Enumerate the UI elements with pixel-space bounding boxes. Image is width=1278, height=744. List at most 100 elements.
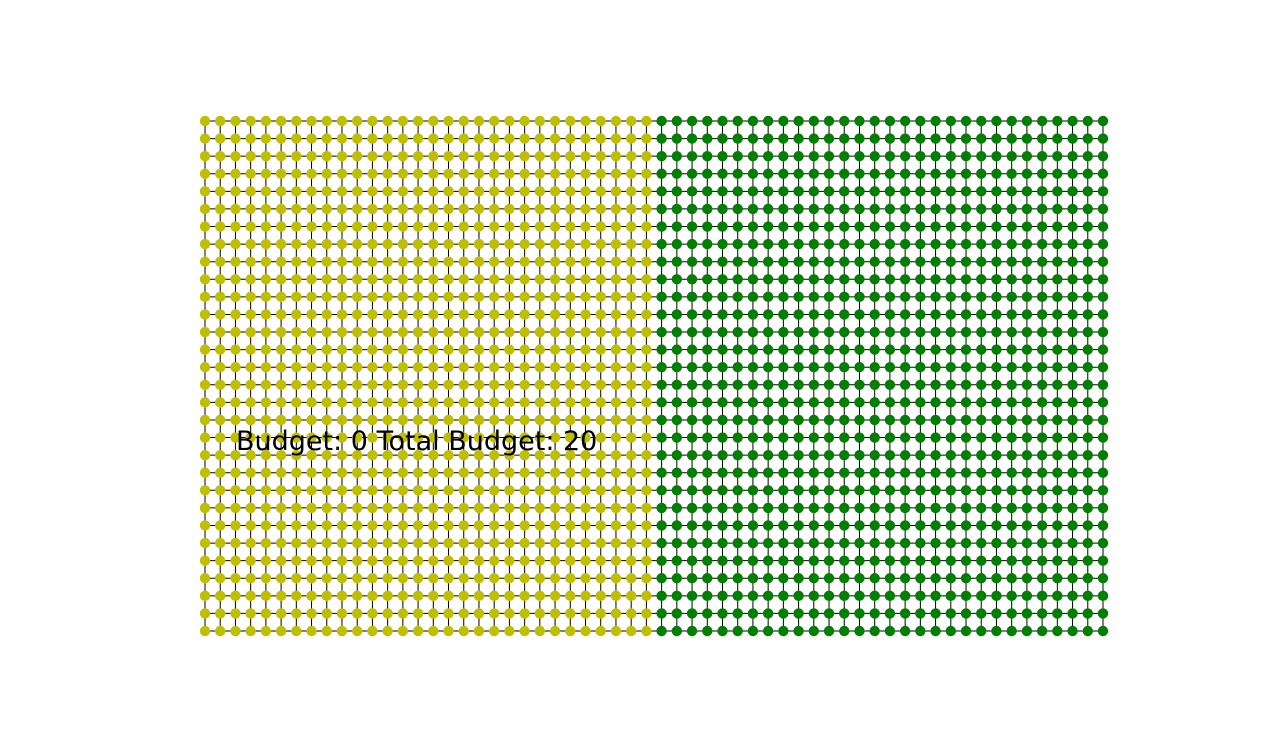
grid-node-green[interactable] bbox=[930, 379, 941, 390]
grid-node-green[interactable] bbox=[808, 309, 820, 320]
grid-node-green[interactable] bbox=[747, 326, 759, 338]
grid-node-green[interactable] bbox=[1036, 203, 1048, 215]
grid-node-green[interactable] bbox=[915, 133, 926, 144]
grid-node-yellow[interactable] bbox=[412, 150, 424, 162]
grid-node-yellow[interactable] bbox=[625, 309, 637, 320]
grid-node-yellow[interactable] bbox=[291, 291, 302, 303]
grid-node-yellow[interactable] bbox=[549, 274, 561, 285]
grid-node-green[interactable] bbox=[960, 186, 972, 197]
grid-node-yellow[interactable] bbox=[336, 221, 348, 232]
grid-node-green[interactable] bbox=[702, 326, 713, 338]
grid-node-yellow[interactable] bbox=[306, 414, 317, 426]
grid-node-green[interactable] bbox=[915, 573, 926, 584]
grid-node-green[interactable] bbox=[702, 309, 713, 320]
grid-node-green[interactable] bbox=[1036, 590, 1048, 602]
grid-node-yellow[interactable] bbox=[610, 397, 622, 408]
grid-node-green[interactable] bbox=[884, 291, 896, 303]
grid-node-yellow[interactable] bbox=[230, 186, 241, 197]
grid-node-yellow[interactable] bbox=[306, 115, 317, 127]
grid-node-green[interactable] bbox=[656, 291, 667, 303]
grid-node-yellow[interactable] bbox=[352, 238, 363, 250]
grid-node-yellow[interactable] bbox=[306, 344, 317, 355]
grid-node-green[interactable] bbox=[945, 573, 956, 584]
grid-node-green[interactable] bbox=[915, 274, 926, 285]
grid-node-yellow[interactable] bbox=[595, 309, 606, 320]
grid-node-green[interactable] bbox=[930, 485, 941, 496]
grid-node-green[interactable] bbox=[823, 397, 835, 408]
grid-node-yellow[interactable] bbox=[549, 362, 561, 373]
grid-node-green[interactable] bbox=[1082, 625, 1093, 637]
grid-node-yellow[interactable] bbox=[549, 291, 561, 303]
grid-node-yellow[interactable] bbox=[275, 168, 287, 179]
grid-node-yellow[interactable] bbox=[519, 414, 530, 426]
grid-node-green[interactable] bbox=[1021, 326, 1033, 338]
grid-node-green[interactable] bbox=[1097, 379, 1109, 390]
grid-node-green[interactable] bbox=[1036, 485, 1048, 496]
grid-node-green[interactable] bbox=[1082, 186, 1093, 197]
grid-node-green[interactable] bbox=[899, 133, 911, 144]
grid-node-yellow[interactable] bbox=[291, 274, 302, 285]
grid-node-yellow[interactable] bbox=[245, 326, 256, 338]
grid-node-yellow[interactable] bbox=[245, 520, 256, 531]
grid-node-yellow[interactable] bbox=[352, 573, 363, 584]
grid-node-yellow[interactable] bbox=[534, 256, 546, 267]
grid-node-green[interactable] bbox=[656, 467, 667, 478]
grid-node-yellow[interactable] bbox=[367, 291, 378, 303]
grid-node-yellow[interactable] bbox=[428, 520, 439, 531]
grid-node-yellow[interactable] bbox=[230, 485, 241, 496]
grid-node-yellow[interactable] bbox=[260, 625, 272, 637]
grid-node-yellow[interactable] bbox=[352, 537, 363, 549]
grid-node-green[interactable] bbox=[823, 115, 835, 127]
grid-node-green[interactable] bbox=[702, 379, 713, 390]
grid-node-green[interactable] bbox=[671, 221, 683, 232]
grid-node-yellow[interactable] bbox=[260, 537, 272, 549]
grid-node-yellow[interactable] bbox=[458, 115, 469, 127]
grid-node-green[interactable] bbox=[930, 344, 941, 355]
grid-node-yellow[interactable] bbox=[230, 221, 241, 232]
grid-node-green[interactable] bbox=[717, 115, 728, 127]
grid-node-green[interactable] bbox=[960, 449, 972, 461]
grid-node-green[interactable] bbox=[808, 291, 820, 303]
grid-node-green[interactable] bbox=[1082, 432, 1093, 443]
grid-node-green[interactable] bbox=[1021, 291, 1033, 303]
grid-node-yellow[interactable] bbox=[306, 362, 317, 373]
grid-node-yellow[interactable] bbox=[610, 537, 622, 549]
grid-node-yellow[interactable] bbox=[473, 221, 485, 232]
grid-node-green[interactable] bbox=[793, 485, 804, 496]
grid-node-yellow[interactable] bbox=[519, 221, 530, 232]
grid-node-yellow[interactable] bbox=[260, 274, 272, 285]
grid-node-green[interactable] bbox=[960, 555, 972, 566]
grid-node-green[interactable] bbox=[1052, 221, 1063, 232]
grid-node-yellow[interactable] bbox=[230, 467, 241, 478]
grid-node-yellow[interactable] bbox=[473, 256, 485, 267]
grid-node-green[interactable] bbox=[869, 256, 880, 267]
grid-node-green[interactable] bbox=[717, 555, 728, 566]
grid-node-yellow[interactable] bbox=[565, 432, 576, 443]
grid-node-green[interactable] bbox=[732, 520, 743, 531]
grid-node-yellow[interactable] bbox=[625, 326, 637, 338]
grid-node-green[interactable] bbox=[1021, 309, 1033, 320]
grid-node-yellow[interactable] bbox=[534, 449, 546, 461]
grid-node-yellow[interactable] bbox=[641, 379, 652, 390]
grid-node-yellow[interactable] bbox=[230, 379, 241, 390]
grid-node-yellow[interactable] bbox=[504, 150, 515, 162]
grid-node-yellow[interactable] bbox=[245, 133, 256, 144]
grid-node-yellow[interactable] bbox=[488, 590, 500, 602]
grid-node-green[interactable] bbox=[976, 537, 987, 549]
grid-node-yellow[interactable] bbox=[260, 203, 272, 215]
grid-node-yellow[interactable] bbox=[397, 362, 409, 373]
grid-node-yellow[interactable] bbox=[199, 186, 211, 197]
grid-node-green[interactable] bbox=[686, 150, 698, 162]
grid-node-green[interactable] bbox=[839, 449, 850, 461]
grid-node-yellow[interactable] bbox=[306, 256, 317, 267]
grid-node-yellow[interactable] bbox=[306, 590, 317, 602]
grid-node-green[interactable] bbox=[702, 590, 713, 602]
grid-node-yellow[interactable] bbox=[352, 326, 363, 338]
grid-node-green[interactable] bbox=[930, 449, 941, 461]
grid-node-green[interactable] bbox=[1082, 344, 1093, 355]
grid-node-yellow[interactable] bbox=[473, 115, 485, 127]
grid-node-yellow[interactable] bbox=[443, 520, 454, 531]
grid-node-green[interactable] bbox=[839, 590, 850, 602]
grid-node-green[interactable] bbox=[823, 133, 835, 144]
grid-node-yellow[interactable] bbox=[610, 555, 622, 566]
